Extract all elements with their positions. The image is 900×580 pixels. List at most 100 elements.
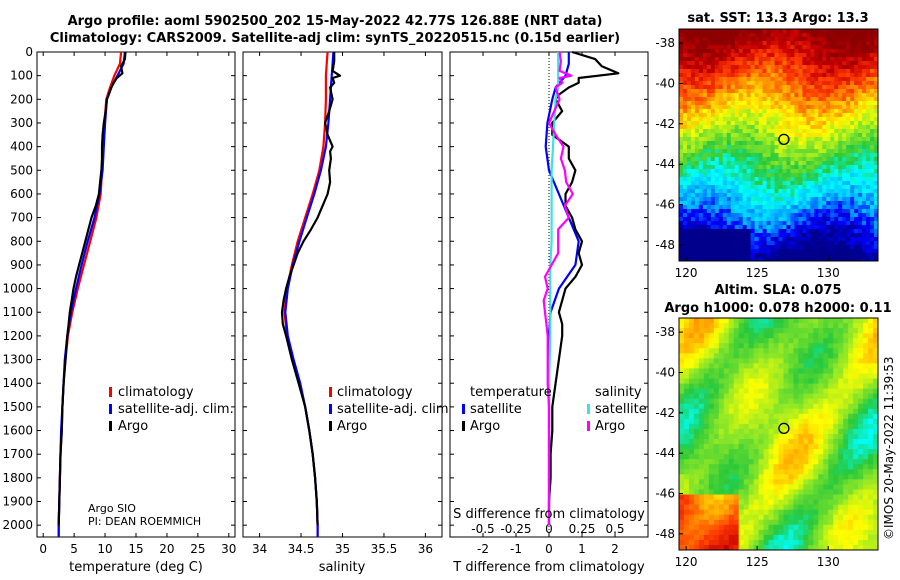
map-cell [746,133,752,138]
map-cell [710,121,716,126]
difference-xlabel: T difference from climatology [452,560,645,575]
map-cell [862,133,867,138]
map-cell [763,318,770,324]
map-cell [773,383,780,390]
map-cell [750,149,756,154]
map-cell [858,197,863,202]
map-cell [679,233,684,238]
map-cell [798,454,804,460]
map-cell [858,474,864,480]
map-cell [830,201,835,206]
map-cell [714,61,720,66]
map-cell [866,253,871,258]
map-cell [833,434,839,440]
figure-title-line1: Argo profile: aoml 5902500_202 15-May-20… [67,14,603,29]
map-cell [770,245,776,250]
map-cell [863,484,869,491]
map-cell [873,514,878,521]
map-cell [722,145,728,150]
map-cell [786,113,792,118]
map-cell [750,141,756,146]
map-cell [679,489,685,496]
map-cell [793,318,799,324]
map-cell [854,109,859,114]
map-cell [698,29,704,34]
map-cell [683,398,690,405]
map-cell [874,57,878,62]
map-cell [718,37,724,42]
map-cell [870,193,875,198]
map-cell [738,363,745,370]
map-cell [783,514,790,521]
map-cell [698,408,705,415]
map-cell [774,257,780,261]
map-cell [698,89,704,94]
map-cell [762,49,768,54]
map-cell [778,454,785,460]
map-cell [679,544,685,550]
map-cell [763,534,770,541]
map-cell [706,173,712,178]
map-cell [703,439,710,445]
map-cell [813,479,819,486]
map-cell [830,221,835,226]
map-cell [833,524,839,531]
map-cell [798,333,804,339]
map-cell [694,81,700,86]
map-cell [783,423,790,430]
map-cell [750,101,756,106]
map-cell [773,343,780,349]
map-cell [688,469,695,475]
map-cell [842,201,847,206]
map-cell [679,368,685,375]
map-cell [750,145,756,150]
map-cell [793,378,799,385]
map-cell [814,45,819,50]
depth-tick-label: 600 [10,187,33,201]
map-cell [874,61,878,66]
map-cell [866,145,871,150]
map-cell [786,33,792,38]
map-cell [690,113,696,118]
map-cell [810,257,815,261]
map-cell [813,393,819,400]
map-cell [766,105,772,110]
map-cell [766,57,772,62]
map-cell [706,245,712,250]
map-cell [688,494,695,501]
map-cell [746,201,752,206]
map-cell [698,125,704,130]
map-cell [746,81,752,86]
map-cell [834,249,839,254]
map-cell [790,65,796,70]
map-cell [798,181,803,186]
map-cell [722,149,728,154]
map-cell [833,534,839,541]
map-cell [726,169,732,174]
map-cell [679,257,684,261]
map-cell [823,479,829,486]
map-cell [723,408,730,415]
map-cell [773,318,780,324]
map-cell [688,358,695,364]
map-cell [694,109,700,114]
map-cell [783,418,790,425]
map-cell [778,519,785,526]
map-cell [834,125,839,130]
map-cell [698,117,704,122]
map-cell [748,383,755,390]
map-cell [722,57,728,62]
map-cell [843,348,849,354]
map-cell [810,149,815,154]
map-cell [866,141,871,146]
map-cell [743,444,750,450]
map-cell [679,253,684,258]
map-cell [846,105,851,110]
map-cell [778,333,785,339]
map-cell [838,173,843,178]
map-cell [782,161,788,166]
map-cell [858,413,864,420]
map-cell [808,388,814,395]
map-cell [710,137,716,142]
map-cell [874,29,878,34]
